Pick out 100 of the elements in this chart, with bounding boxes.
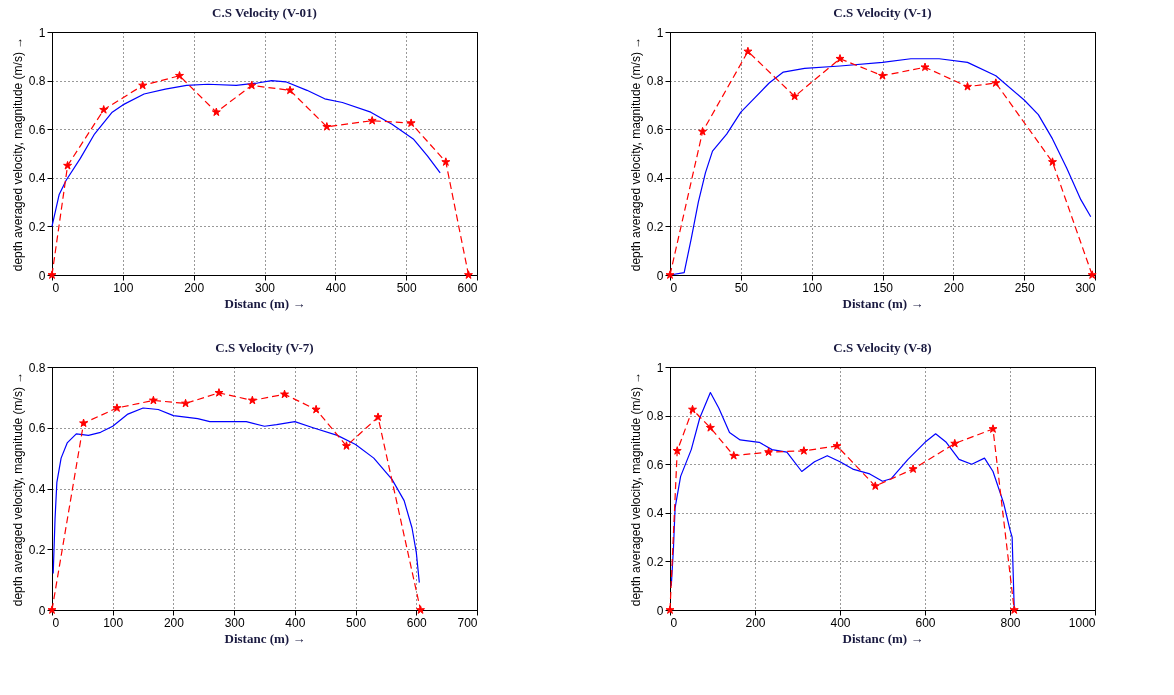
point [870, 481, 880, 490]
x-tick-label: 200 [184, 280, 205, 295]
chart-title: C.S Velocity (V-01) [212, 5, 317, 20]
point [441, 157, 451, 166]
point [672, 446, 682, 455]
point [963, 81, 972, 91]
y-tick-label: 0 [656, 603, 664, 618]
x-tick-label: 200 [745, 615, 766, 630]
x-tick-label: 250 [1014, 280, 1035, 295]
point [908, 464, 918, 473]
x-tick-label: 0 [52, 280, 60, 295]
x-tick-label: 100 [802, 280, 823, 295]
x-tick-label: 800 [1000, 615, 1021, 630]
x-tick-label: 300 [254, 280, 276, 295]
chart-title: C.S Velocity (V-8) [833, 340, 932, 355]
x-tick-label: 600 [915, 615, 936, 630]
point [63, 160, 73, 170]
x-tick-label: 700 [457, 615, 478, 630]
x-axis-title: Distanc (m) → [224, 295, 306, 311]
x-tick-label: 300 [224, 615, 245, 630]
point [688, 404, 697, 414]
y-tick-label: 0.2 [28, 542, 46, 557]
y-tick-label: 1 [38, 25, 46, 40]
point [112, 403, 122, 412]
chart-title: C.S Velocity (V-1) [833, 5, 932, 20]
point [47, 605, 57, 614]
point [1087, 270, 1097, 279]
chart-title: C.S Velocity (V-7) [215, 340, 314, 355]
x-tick-label: 1000 [1068, 615, 1096, 630]
point [285, 85, 295, 95]
x-tick-label: 400 [285, 615, 306, 630]
point [148, 395, 158, 405]
point [416, 605, 426, 614]
point [764, 447, 774, 456]
y-tick-label: 0.2 [646, 219, 664, 234]
point [920, 62, 930, 72]
x-axis-title: Distanc (m) → [842, 630, 924, 646]
point [138, 80, 148, 90]
x-tick-label: 300 [1075, 280, 1096, 295]
y-tick-label: 0.8 [646, 74, 664, 89]
point [1048, 157, 1057, 166]
x-tick-label: 400 [830, 615, 851, 630]
point [1009, 605, 1019, 614]
point [464, 270, 473, 279]
y-tick-label: 0.6 [646, 457, 664, 472]
x-tick-label: 150 [872, 280, 894, 295]
y-tick-label: 0.6 [28, 122, 46, 137]
y-tick-label: 0 [656, 268, 664, 283]
y-axis-title: depth averaged velocity, magnitude (m/s) → [10, 371, 25, 607]
point [47, 270, 57, 279]
point [367, 116, 377, 125]
x-tick-label: 600 [457, 280, 478, 295]
point [211, 107, 221, 117]
y-tick-label: 1 [656, 25, 664, 40]
x-axis-title: Distanc (m) → [842, 295, 924, 311]
point [705, 423, 715, 432]
x-tick-label: 100 [113, 280, 134, 295]
y-tick-label: 0.6 [646, 122, 664, 137]
point [729, 451, 739, 460]
point [373, 412, 383, 421]
x-tick-label: 500 [346, 615, 367, 630]
x-tick-label: 0 [670, 280, 678, 295]
y-tick-label: 0 [38, 603, 46, 618]
y-tick-label: 0.4 [28, 482, 46, 496]
x-axis-title: Distanc (m) → [224, 630, 306, 646]
point [878, 71, 887, 80]
point [950, 438, 960, 448]
point [181, 398, 191, 408]
y-tick-label: 0.4 [28, 171, 46, 186]
y-tick-label: 0.8 [646, 409, 664, 424]
y-tick-label: 0.4 [646, 171, 664, 186]
x-tick-label: 0 [52, 615, 60, 630]
x-tick-label: 50 [734, 280, 749, 295]
point [99, 105, 109, 114]
y-tick-label: 0.4 [646, 506, 664, 521]
point [214, 388, 224, 397]
point [665, 270, 675, 279]
point [175, 71, 184, 80]
line-series [51, 80, 441, 227]
point [988, 424, 998, 433]
x-tick-label: 600 [406, 615, 428, 630]
y-axis-title: depth averaged velocity, magnitude (m/s) → [10, 36, 25, 272]
point [79, 418, 89, 428]
y-tick-label: 0.6 [28, 421, 46, 436]
point [247, 80, 257, 90]
y-tick-label: 0.2 [646, 554, 664, 569]
point [280, 389, 290, 399]
y-tick-label: 0.8 [28, 74, 46, 89]
point [698, 126, 708, 136]
y-axis-title: depth averaged velocity, magnitude (m/s) → [628, 36, 643, 272]
x-tick-label: 100 [103, 615, 124, 630]
point [322, 122, 332, 131]
line-series [52, 407, 420, 584]
point [311, 404, 321, 414]
point [832, 441, 842, 450]
point [665, 605, 675, 614]
x-tick-label: 400 [325, 280, 347, 295]
y-axis-title: depth averaged velocity, magnitude (m/s) → [628, 371, 643, 607]
x-tick-label: 0 [670, 615, 678, 630]
y-tick-label: 0.8 [28, 360, 46, 375]
